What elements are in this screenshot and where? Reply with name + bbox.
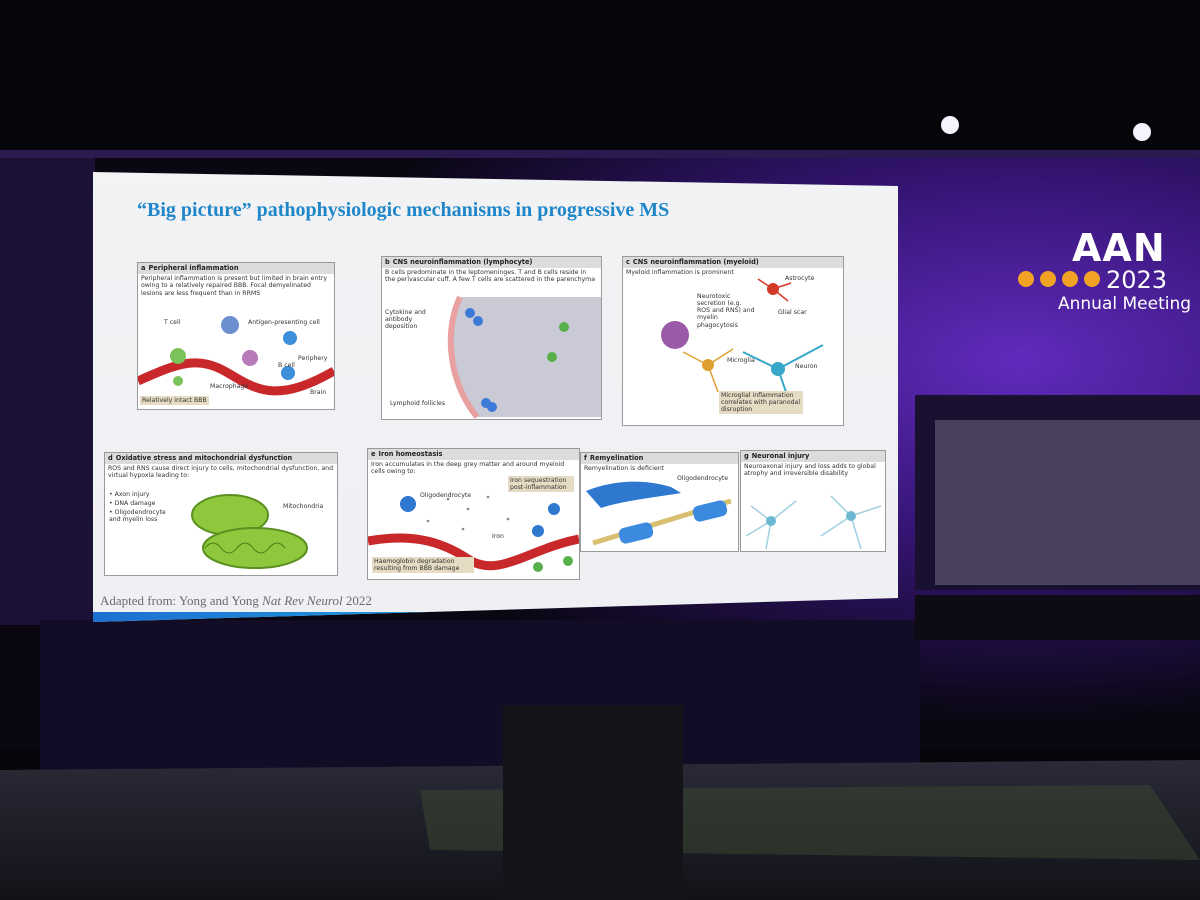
citation-journal: Nat Rev Neurol [262, 593, 343, 608]
panel-description: Myeloid inflammation is prominent [626, 269, 734, 276]
panel-letter: a [141, 264, 146, 272]
bullet: • Oligodendrocyte and myelin loss [109, 509, 166, 524]
panel-description: Neuroaxonal injury and loss adds to glob… [744, 463, 876, 478]
panel-heading: f Remyelination [581, 453, 738, 464]
label: Iron sequestration post-inflammation [508, 476, 574, 493]
panel: e Iron homeostasis Iron accumulates in th… [367, 448, 580, 580]
label: Microglial inflammation correlates with … [719, 391, 803, 415]
panel-description: B cells predominate in the leptomeninges… [385, 269, 596, 284]
panel-heading: d Oxidative stress and mitochondrial dysf… [105, 453, 337, 464]
citation-year: 2022 [345, 593, 372, 608]
panel-title: CNS neuroinflammation (myeloid) [632, 258, 759, 266]
panel-title: Neuronal injury [751, 452, 810, 460]
label: Periphery [298, 355, 328, 362]
panel-description: Remyelination is deficient [584, 465, 665, 472]
logo-year: 2023 [1106, 266, 1168, 294]
panel-letter: e [371, 450, 376, 458]
panel-description: Peripheral inflammation is present but l… [141, 275, 328, 297]
label: Neurotoxic secretion (e.g. ROS and RNS) … [697, 293, 755, 329]
label: Neuron [795, 363, 818, 370]
bullet-text: Axon injury [114, 491, 150, 498]
illustration [586, 481, 732, 546]
label: Haemoglobin degradation resulting from B… [372, 557, 474, 574]
panel-letter: b [385, 258, 390, 266]
label: Astrocyte [785, 275, 815, 282]
panel-heading: g Neuronal injury [741, 451, 885, 462]
label: Relatively intact BBB [140, 396, 209, 406]
panel: c CNS neuroinflammation (myeloid) Myeloid… [622, 256, 844, 426]
panel: f Remyelination Remyelination is deficien… [580, 452, 739, 552]
panel-letter: g [744, 452, 749, 460]
panel: g Neuronal injury Neuroaxonal injury and … [740, 450, 886, 552]
panel-title: Iron homeostasis [378, 450, 443, 458]
illustration [661, 278, 824, 413]
bullet: • Axon injury [109, 491, 150, 498]
panel: a Peripheral inflammation Peripheral infl… [137, 262, 335, 410]
label: Oligodendrocyte [420, 492, 472, 499]
label: Oligodendrocyte [677, 475, 729, 482]
label: Microglia [727, 357, 755, 364]
label: Macrophage [210, 383, 249, 390]
panel-title: Remyelination [589, 454, 644, 462]
illustration [191, 494, 308, 569]
panel-heading: b CNS neuroinflammation (lymphocyte) [382, 257, 601, 268]
label: Lymphoid follicles [390, 400, 446, 407]
citation-authors: Adapted from: Yong and Yong [100, 593, 259, 608]
label: Glial scar [778, 309, 807, 316]
label: T cell [164, 319, 181, 326]
bullet-text: Oligodendrocyte and myelin loss [109, 509, 166, 524]
label: Antigen-presenting cell [248, 319, 320, 326]
panel-title: Oxidative stress and mitochondrial dysfu… [115, 454, 293, 462]
panel-heading: c CNS neuroinflammation (myeloid) [623, 257, 843, 268]
label: B cell [278, 362, 295, 369]
label: Cytokine and antibody deposition [385, 309, 426, 331]
panel-letter: c [626, 258, 630, 266]
logo-name: AAN [1072, 226, 1166, 270]
panel-letter: f [584, 454, 587, 462]
logo-dots [1018, 271, 1100, 287]
slide-title: “Big picture” pathophysiologic mechanism… [137, 199, 670, 221]
label: Brain [310, 389, 327, 396]
panel-title: CNS neuroinflammation (lymphocyte) [392, 258, 533, 266]
label: Iron [492, 533, 504, 540]
illustration [745, 495, 882, 550]
panel-description: ROS and RNS cause direct injury to cells… [108, 465, 334, 480]
panel-description: Iron accumulates in the deep grey matter… [371, 461, 565, 476]
label: Mitochondria [283, 503, 324, 510]
panel: b CNS neuroinflammation (lymphocyte) B ce… [381, 256, 602, 420]
panel: d Oxidative stress and mitochondrial dysf… [104, 452, 338, 576]
citation: Adapted from: Yong and Yong Nat Rev Neur… [100, 593, 372, 609]
illustration [447, 295, 601, 419]
bullet-text: DNA damage [114, 500, 156, 507]
panel-letter: d [108, 454, 113, 462]
bullet: • DNA damage [109, 500, 156, 507]
illustration [138, 316, 334, 396]
panel-heading: a Peripheral inflammation [138, 263, 334, 274]
panel-title: Peripheral inflammation [148, 264, 239, 272]
panel-heading: e Iron homeostasis [368, 449, 579, 460]
logo-event: Annual Meeting [1058, 294, 1192, 314]
